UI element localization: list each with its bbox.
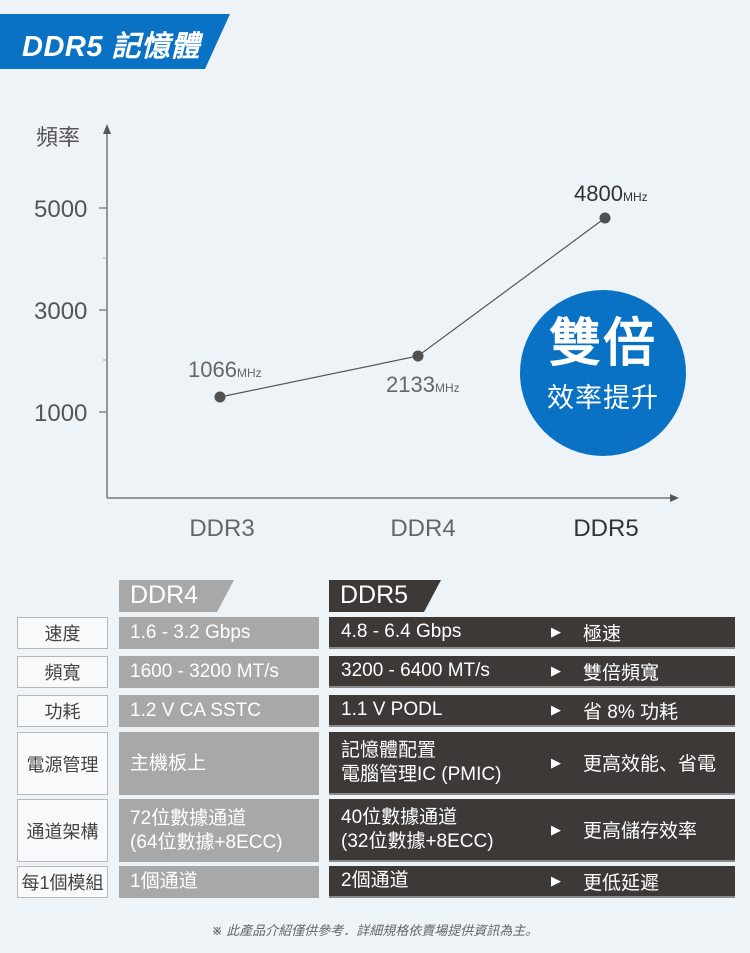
table-row-power-management: 電源管理 主機板上 記憶體配置 電腦管理IC (PMIC) ▶ 更高效能、省電 [17, 732, 735, 795]
arrow-right-icon: ▶ [551, 702, 561, 717]
x-tick-ddr4: DDR4 [390, 515, 456, 542]
badge-subtitle: 效率提升 [547, 383, 659, 413]
table-row-bandwidth: 頻寬 1600 - 3200 MT/s 3200 - 6400 MT/s ▶ 雙… [17, 656, 735, 688]
row-label: 頻寬 [17, 656, 108, 688]
ddr4-value: 72位數據通道 (64位數據+8ECC) [119, 799, 319, 862]
table-row-power: 功耗 1.2 V CA SSTC 1.1 V PODL ▶ 省 8% 功耗 [17, 695, 735, 727]
arrow-right-icon: ▶ [551, 663, 561, 678]
disclaimer-footnote: ※ 此產品介紹僅供參考．詳細規格依賣場提供資訊為主。 [211, 923, 539, 938]
ddr4-value: 1.6 - 3.2 Gbps [119, 617, 319, 649]
banner-shape [0, 14, 230, 69]
table-row-per-module: 每1個模組 1個通道 2個通道 ▶ 更低延遲 [17, 866, 735, 898]
arrow-right-icon: ▶ [551, 873, 561, 888]
ddr5-value: 2個通道 ▶ 更低延遲 [329, 866, 735, 898]
table-row-channel-architecture: 通道架構 72位數據通道 (64位數據+8ECC) 40位數據通道 (32位數據+8… [17, 799, 735, 862]
x-tick-ddr5: DDR5 [573, 515, 639, 542]
title-banner: DDR5 記憶體 [0, 14, 230, 69]
point-label-ddr4: 2133MHz [386, 372, 460, 397]
page-title: DDR5 記憶體 [22, 31, 201, 63]
benefit-text: 更低延遲 [583, 872, 660, 894]
y-axis-label: 頻率 [36, 125, 81, 150]
table-row-speed: 速度 1.6 - 3.2 Gbps 4.8 - 6.4 Gbps ▶ 極速 [17, 617, 735, 649]
ddr5-value: 1.1 V PODL ▶ 省 8% 功耗 [329, 695, 735, 727]
badge-title: 雙倍 [548, 315, 657, 373]
benefit-text: 更高儲存效率 [583, 821, 698, 842]
ddr4-value: 1個通道 [119, 866, 319, 898]
frequency-line-chart: 頻率 5000 3000 1000 1066MHz 2133MHz 4800MH… [0, 100, 750, 560]
row-label: 每1個模組 [17, 866, 108, 898]
ddr5-value: 記憶體配置 電腦管理IC (PMIC) ▶ 更高效能、省電 [329, 732, 735, 795]
chart-axes-and-line [99, 124, 679, 502]
y-tick-5000: 5000 [34, 196, 88, 223]
ddr4-value: 1600 - 3200 MT/s [119, 656, 319, 688]
ddr5-value: 40位數據通道 (32位數據+8ECC) ▶ 更高儲存效率 [329, 799, 735, 862]
benefit-text: 省 8% 功耗 [583, 701, 679, 723]
arrow-right-icon: ▶ [551, 754, 561, 770]
ddr4-value: 1.2 V CA SSTC [119, 695, 319, 727]
row-label: 速度 [17, 617, 108, 649]
ddr4-column-header: DDR4 [119, 580, 234, 612]
double-efficiency-badge: 雙倍 效率提升 [520, 290, 686, 456]
ddr5-column-header: DDR5 [329, 580, 441, 612]
benefit-text: 雙倍頻寬 [583, 662, 660, 684]
point-label-ddr3: 1066MHz [188, 357, 262, 382]
row-label: 通道架構 [17, 799, 108, 862]
row-label: 電源管理 [17, 732, 108, 795]
row-label: 功耗 [17, 695, 108, 727]
ddr5-value: 3200 - 6400 MT/s ▶ 雙倍頻寬 [329, 656, 735, 688]
ddr5-value: 4.8 - 6.4 Gbps ▶ 極速 [329, 617, 735, 649]
arrow-right-icon: ▶ [551, 624, 561, 639]
y-tick-3000: 3000 [34, 298, 88, 325]
y-tick-1000: 1000 [34, 400, 88, 427]
ddr4-header-label: DDR4 [130, 581, 199, 609]
ddr4-value: 主機板上 [119, 732, 319, 795]
ddr5-header-label: DDR5 [340, 581, 409, 609]
benefit-text: 極速 [583, 623, 622, 645]
x-tick-ddr3: DDR3 [189, 515, 255, 542]
benefit-text: 更高效能、省電 [583, 754, 717, 775]
arrow-right-icon: ▶ [551, 821, 561, 837]
point-label-ddr5: 4800MHz [574, 181, 648, 206]
